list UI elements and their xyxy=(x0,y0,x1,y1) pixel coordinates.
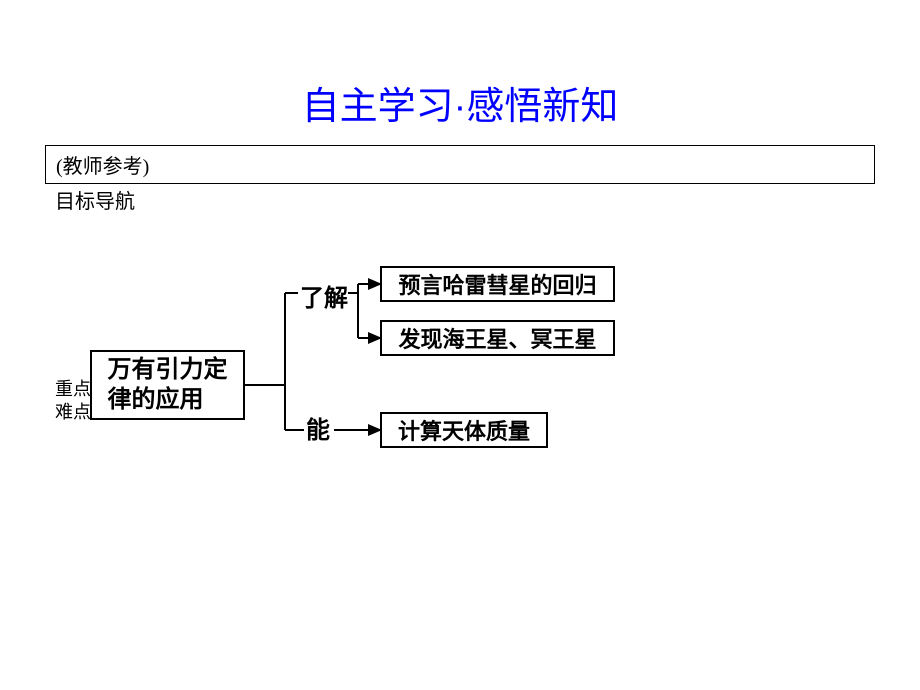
side-label-difficult: 难点 xyxy=(55,401,91,424)
teacher-note-box: (教师参考) xyxy=(45,145,875,184)
branch-label-able: 能 xyxy=(306,410,330,445)
root-node: 万有引力定 律的应用 xyxy=(90,350,245,420)
flowchart: 万有引力定 律的应用 了解 能 预言哈雷彗星的回归 发现海王星、冥王星 计算天体… xyxy=(90,260,690,480)
teacher-note-text: (教师参考) xyxy=(56,156,149,178)
leaf-node: 发现海王星、冥王星 xyxy=(380,320,615,356)
page-title: 自主学习·感悟新知 xyxy=(0,75,920,130)
leaf-node: 预言哈雷彗星的回归 xyxy=(380,266,615,302)
leaf-node: 计算天体质量 xyxy=(380,412,548,448)
branch-label-understand: 了解 xyxy=(300,278,348,313)
sub-heading: 目标导航 xyxy=(55,185,135,214)
side-labels: 重点 难点 xyxy=(55,378,91,423)
side-label-key: 重点 xyxy=(55,378,91,401)
